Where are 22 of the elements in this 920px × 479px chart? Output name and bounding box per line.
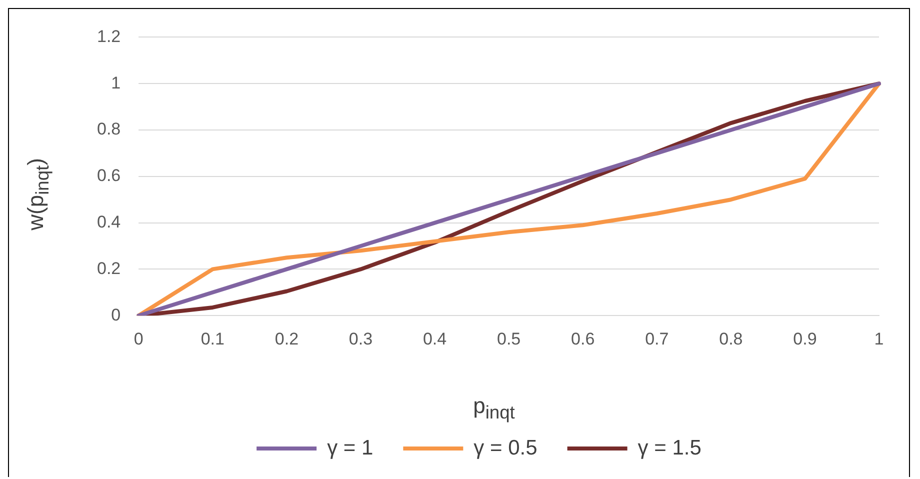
y-tick-label: 0.4 bbox=[96, 212, 121, 232]
x-tick-label: 0.7 bbox=[645, 329, 669, 348]
legend-label: γ = 0.5 bbox=[474, 436, 538, 460]
x-tick-label: 1 bbox=[874, 329, 884, 348]
x-tick-label: 0.6 bbox=[571, 329, 595, 348]
x-tick-label: 0.4 bbox=[422, 329, 447, 348]
x-axis-title: p$_{inqt}$ bbox=[472, 393, 516, 424]
y-tick-label: 0.8 bbox=[96, 120, 121, 139]
x-tick-label: 0.1 bbox=[200, 329, 224, 348]
x-tick-label: 0.8 bbox=[719, 329, 743, 348]
legend-label: γ = 1 bbox=[327, 436, 374, 460]
x-tick-label: 0.3 bbox=[348, 329, 373, 348]
y-tick-label: 1.2 bbox=[96, 26, 121, 46]
y-tick-label: 1 bbox=[111, 73, 121, 92]
x-tick-label: 0.2 bbox=[274, 329, 299, 348]
x-tick-label: 0.5 bbox=[496, 329, 521, 348]
y-tick-label: 0.2 bbox=[96, 258, 121, 278]
x-tick-label: 0.9 bbox=[793, 329, 817, 348]
x-tick-label: 0 bbox=[134, 329, 144, 348]
y-tick-label: 0.6 bbox=[96, 166, 121, 186]
legend-label: γ = 1.5 bbox=[638, 436, 702, 460]
y-tick-label: 0 bbox=[111, 305, 121, 324]
